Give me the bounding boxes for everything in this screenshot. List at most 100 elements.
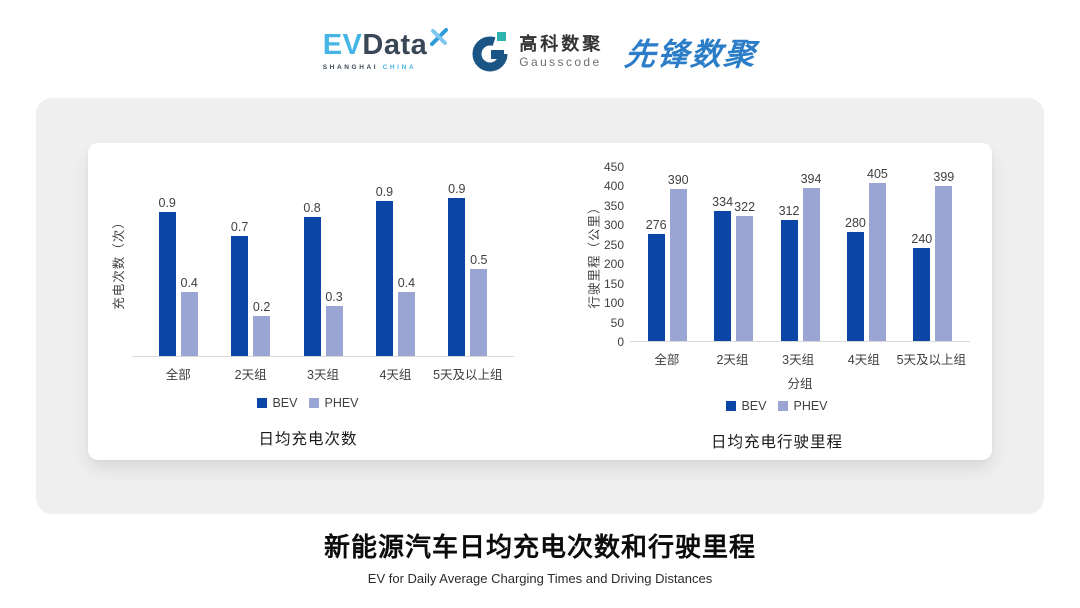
category-label: 5天及以上组 [896, 353, 967, 367]
main-title: 新能源汽车日均充电次数和行驶里程 [323, 532, 756, 562]
bar-wrap-bev: 276 [646, 218, 667, 341]
evdata-wordmark: EV Data [322, 27, 450, 61]
header-logos: EV Data SHANGHAI CHINA 高科数聚 Gausscode [0, 20, 1080, 82]
bar-wrap-phev: 0.2 [253, 300, 270, 356]
bar-group: 0.8 0.3 [287, 201, 359, 356]
bar-wrap-phev: 0.3 [325, 290, 343, 356]
evdata-subtext: SHANGHAI CHINA [322, 63, 450, 72]
plot-area-left: 0.9 0.4 0.7 0.2 0.8 0.3 0.9 0.4 0.9 0.5 [132, 167, 514, 357]
bar-group: 240 399 [900, 170, 966, 341]
category-label: 全部 [165, 368, 191, 382]
subtitle: EV for Daily Average Charging Times and … [367, 571, 713, 586]
y-tick-label: 150 [603, 276, 624, 291]
bar-wrap-bev: 240 [911, 232, 932, 341]
bar-bev [231, 236, 249, 356]
bar-wrap-bev: 312 [779, 204, 799, 341]
bar-wrap-phev: 390 [668, 173, 689, 341]
category-label: 2天组 [234, 368, 267, 382]
legend-label: PHEV [793, 399, 828, 413]
y-tick-label: 50 [610, 315, 624, 330]
y-tick-label: 350 [603, 198, 624, 213]
y-tick-label: 100 [603, 296, 624, 311]
chart-body-right: 行驶里程（公里） 0 50 100 150 200 250 300 350 400 450 276… [584, 161, 970, 392]
data-label: 0.4 [397, 275, 416, 290]
category-label: 3天组 [782, 353, 815, 367]
bar-wrap-phev: 405 [867, 167, 888, 341]
data-label: 276 [645, 217, 667, 232]
data-label: 334 [712, 194, 734, 209]
data-label: 405 [866, 166, 888, 181]
y-axis-title-right: 行驶里程（公里） [587, 200, 602, 309]
bar-wrap-phev: 0.4 [180, 276, 198, 356]
y-tick-label: 200 [603, 257, 624, 272]
plot-area-right: 276 390 334 322 312 394 280 405 240 399 [630, 167, 970, 342]
y-axis-title-left: 充电次数（次） [111, 214, 126, 310]
chart-title-left: 日均充电次数 [258, 431, 358, 448]
y-tick-label: 400 [603, 179, 624, 194]
data-label: 399 [933, 169, 955, 184]
data-label: 322 [734, 199, 756, 214]
bar-wrap-phev: 0.4 [397, 276, 415, 356]
bar-phev [736, 216, 754, 341]
legend-swatch-phev [778, 401, 789, 411]
gausscode-cn-text: 高科数聚 [519, 33, 604, 54]
bar-phev [669, 189, 687, 341]
bar-bev [448, 198, 466, 356]
bar-phev [802, 188, 820, 341]
bar-phev [180, 292, 198, 356]
sparkle-icon [430, 27, 449, 46]
category-label: 2天组 [716, 353, 749, 367]
bar-phev [470, 269, 488, 356]
y-tick-label: 250 [603, 237, 624, 252]
bar-bev [846, 232, 864, 341]
y-tick-label: 0 [617, 335, 624, 349]
data-label: 0.9 [158, 195, 176, 210]
legend-left: BEV PHEV [102, 396, 514, 410]
chart-body-left: 充电次数（次） 0.9 0.4 0.7 0.2 0.8 0.3 0.9 0.4 0.9 0.5 全… [102, 167, 514, 383]
bar-phev [397, 292, 415, 356]
bar-wrap-phev: 322 [734, 200, 755, 341]
bar-group: 0.9 0.4 [359, 185, 431, 356]
y-tick-label: 300 [603, 218, 624, 233]
legend-label: PHEV [324, 396, 359, 410]
evdata-ev-text: EV [322, 28, 363, 61]
data-label: 394 [800, 171, 822, 186]
bar-bev [158, 212, 176, 356]
gausscode-en-text: Gausscode [519, 54, 602, 69]
bar-group: 276 390 [634, 173, 700, 341]
chart-panel: 充电次数（次） 0.9 0.4 0.7 0.2 0.8 0.3 0.9 0.4 0.9 0.5 全… [36, 98, 1044, 514]
bar-group: 312 394 [767, 172, 833, 341]
data-label: 0.4 [180, 275, 198, 290]
bar-wrap-bev: 334 [712, 195, 733, 341]
chart-daily-driving-distance: 行驶里程（公里） 0 50 100 150 200 250 300 350 400 450 276… [584, 161, 970, 452]
bar-group: 0.9 0.4 [142, 196, 214, 356]
gausscode-logo: 高科数聚 Gausscode [471, 30, 603, 72]
bar-bev [375, 201, 393, 356]
bar-wrap-bev: 280 [845, 216, 866, 341]
data-label: 0.8 [303, 200, 321, 215]
y-axis-ticks: 0 50 100 150 200 250 300 350 400 450 [602, 161, 630, 348]
data-label: 0.2 [252, 299, 271, 314]
evdata-logo: EV Data SHANGHAI CHINA [322, 27, 450, 72]
bar-phev [868, 183, 886, 341]
legend-label: BEV [272, 396, 298, 410]
legend-label: BEV [741, 399, 767, 413]
x-axis-title-right: 分组 [787, 377, 813, 391]
bar-bev [913, 248, 931, 341]
chart-card: 充电次数（次） 0.9 0.4 0.7 0.2 0.8 0.3 0.9 0.4 0.9 0.5 全… [88, 143, 992, 460]
evdata-china-text: CHINA [382, 63, 417, 71]
legend-swatch-phev [309, 398, 320, 408]
xianfeng-logo: 先锋数聚 [623, 36, 759, 72]
chart-daily-charging-times: 充电次数（次） 0.9 0.4 0.7 0.2 0.8 0.3 0.9 0.4 0.9 0.5 全… [102, 167, 514, 449]
y-tick-label: 450 [603, 160, 624, 174]
category-label: 4天组 [847, 353, 880, 367]
legend-item-bev: BEV [726, 399, 766, 413]
bar-wrap-bev: 0.7 [231, 220, 249, 356]
category-label: 5天及以上组 [433, 368, 503, 382]
data-label: 0.3 [325, 289, 343, 304]
evdata-shanghai-text: SHANGHAI [322, 63, 379, 71]
data-label: 0.5 [470, 252, 488, 267]
data-label: 0.9 [448, 181, 466, 196]
bar-bev [647, 234, 665, 341]
x-axis-labels-left: 全部 2天组 3天组 4天组 5天及以上组 [132, 357, 514, 383]
